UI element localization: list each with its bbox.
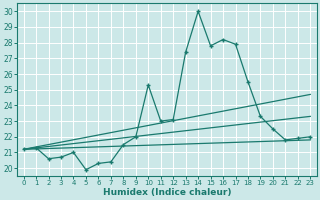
X-axis label: Humidex (Indice chaleur): Humidex (Indice chaleur): [103, 188, 231, 197]
